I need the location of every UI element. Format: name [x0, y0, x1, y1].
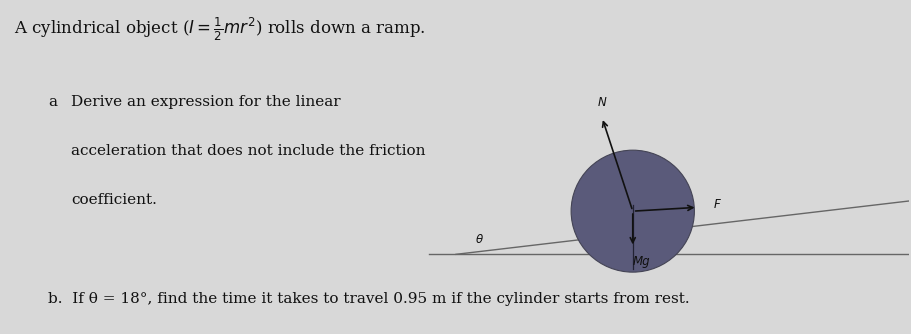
- Text: Derive an expression for the linear: Derive an expression for the linear: [71, 95, 340, 109]
- Text: θ: θ: [476, 233, 483, 246]
- Text: b.  If θ = 18°, find the time it takes to travel 0.95 m if the cylinder starts f: b. If θ = 18°, find the time it takes to…: [48, 292, 689, 306]
- Text: Mg: Mg: [632, 255, 650, 268]
- Text: a: a: [48, 95, 57, 109]
- Text: coefficient.: coefficient.: [71, 193, 157, 207]
- Text: N: N: [597, 96, 606, 109]
- Text: F: F: [713, 198, 720, 211]
- Text: acceleration that does not include the friction: acceleration that does not include the f…: [71, 144, 425, 158]
- Text: A cylindrical object ($I = \frac{1}{2}mr^2$) rolls down a ramp.: A cylindrical object ($I = \frac{1}{2}mr…: [14, 16, 425, 43]
- Ellipse shape: [570, 150, 693, 272]
